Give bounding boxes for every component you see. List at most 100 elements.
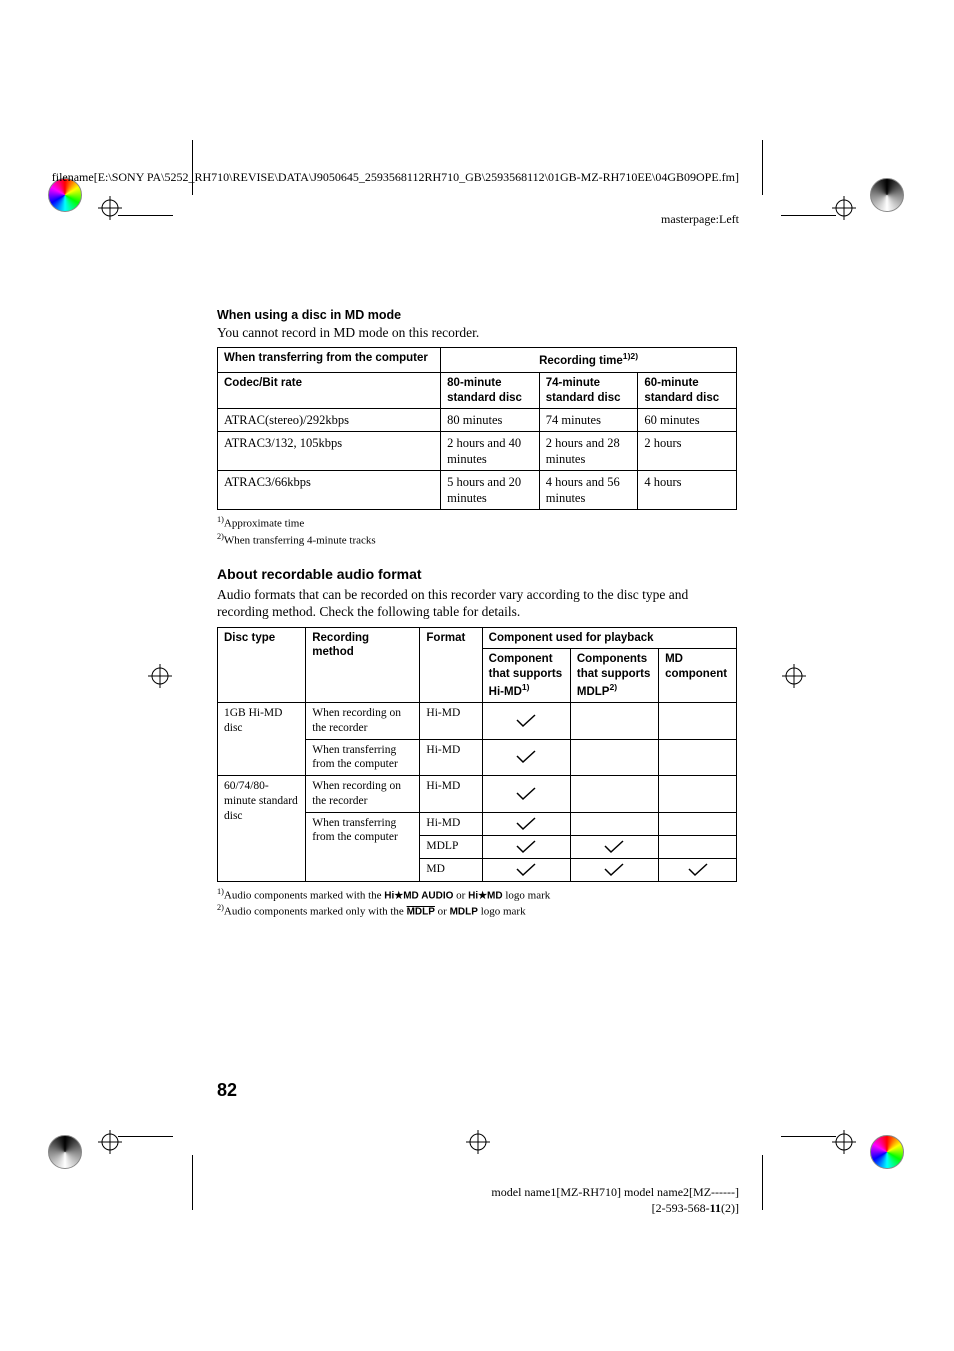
cell: Hi-MD [420,812,482,835]
check-cell [659,858,737,881]
cell [659,739,737,775]
check-cell [482,703,570,739]
fn-text: or [453,889,468,901]
footer-model-text: model name1[MZ-RH710] model name2[MZ----… [491,1185,739,1199]
file-path-info: filename[E:\SONY PA\5252_RH710\REVISE\DA… [52,170,739,186]
audio-format-table: Disc type Recording method Format Compon… [217,627,737,882]
recording-time-table: When transferring from the computer Reco… [217,347,737,510]
check-cell [570,858,658,881]
reg-mark-icon [98,196,122,220]
mdlp-logo-icon: MDLP [407,907,435,918]
himd-audio-logo-icon: Hi★MD AUDIO [384,890,453,901]
masterpage-label: masterpage:Left [661,212,739,227]
cell: When recording on the recorder [306,776,420,812]
color-swatch-bottom-right [870,1135,904,1169]
t2-h-method: Recording method [306,627,420,703]
t1-subhdr-74: 74-minute standard disc [539,372,638,408]
t2-h-format: Format [420,627,482,703]
cell: Hi-MD [420,739,482,775]
cell: 2 hours and 40 minutes [441,432,540,471]
cell [659,812,737,835]
check-cell [482,812,570,835]
fn-text: logo mark [478,906,526,918]
cell [659,835,737,858]
cell [570,703,658,739]
cell: MDLP [420,835,482,858]
cell: 2 hours [638,432,737,471]
cell: When recording on the recorder [306,703,420,739]
himd-logo-icon: Hi★MD [468,890,503,901]
t1-header-time-text: Recording time [539,355,623,367]
t2-sh-mdlp-sup: 2) [609,682,617,692]
t2-sh-himd: Component that supports Hi-MD1) [482,649,570,703]
cell: 74 minutes [539,409,638,432]
reg-mark-icon [148,664,172,688]
cell [570,812,658,835]
t1-header-transfer: When transferring from the computer [218,348,441,373]
t1-subhdr-codec: Codec/Bit rate [218,372,441,408]
cell: 1GB Hi-MD disc [218,703,306,776]
fn-text: logo mark [503,889,551,901]
footer-model-info: model name1[MZ-RH710] model name2[MZ----… [491,1184,739,1216]
table-row: ATRAC3/66kbps 5 hours and 20 minutes 4 h… [218,471,737,510]
check-cell [482,835,570,858]
bw-swatch-bottom-left [48,1135,82,1169]
fn-sup: 2) [217,903,224,912]
fn-sup: 1) [217,887,224,896]
fn-sup: 1) [217,515,224,524]
cell: MD [420,858,482,881]
fn-text: Audio components marked with the [224,889,384,901]
cell: 4 hours and 56 minutes [539,471,638,510]
check-cell [570,835,658,858]
t1-header-time: Recording time1)2) [441,348,737,373]
reg-mark-icon [832,1130,856,1154]
cell: 60 minutes [638,409,737,432]
t1-subhdr-80: 80-minute standard disc [441,372,540,408]
t2-sh-md: MD component [659,649,737,703]
page-content: When using a disc in MD mode You cannot … [217,307,737,919]
cell: ATRAC(stereo)/292kbps [218,409,441,432]
table-row: 60/74/80- minute standard disc When reco… [218,776,737,812]
t2-sh-himd-sup: 1) [522,682,530,692]
table1-footnotes: 1)Approximate time 2)When transferring 4… [217,515,737,548]
table2-footnotes: 1)Audio components marked with the Hi★MD… [217,887,737,920]
reg-mark-icon [466,1130,490,1154]
cell: Hi-MD [420,703,482,739]
cell: ATRAC3/66kbps [218,471,441,510]
md-mode-heading: When using a disc in MD mode [217,307,737,323]
check-cell [482,776,570,812]
table-row: ATRAC3/132, 105kbps 2 hours and 40 minut… [218,432,737,471]
cell [570,739,658,775]
audio-format-intro: Audio formats that can be recorded on th… [217,586,737,621]
fn-text: When transferring 4-minute tracks [224,534,376,546]
md-mode-subtitle: You cannot record in MD mode on this rec… [217,324,737,341]
cell [570,776,658,812]
reg-mark-icon [832,196,856,220]
fn-text: Approximate time [224,518,304,530]
cell: 60/74/80- minute standard disc [218,776,306,881]
reg-mark-icon [98,1130,122,1154]
table-row: 1GB Hi-MD disc When recording on the rec… [218,703,737,739]
check-cell [482,739,570,775]
table-row: ATRAC(stereo)/292kbps 80 minutes 74 minu… [218,409,737,432]
cell: When transferring from the computer [306,812,420,881]
bw-swatch-top-right [870,178,904,212]
cell: When transferring from the computer [306,739,420,775]
cell: Hi-MD [420,776,482,812]
cell: 2 hours and 28 minutes [539,432,638,471]
mdlp-logo-icon: MDLP [450,907,478,918]
audio-format-heading: About recordable audio format [217,566,737,584]
t1-header-time-sup: 1)2) [623,351,638,361]
cell [659,776,737,812]
t2-sh-mdlp: Components that supports MDLP2) [570,649,658,703]
cell [659,703,737,739]
fn-text: Audio components marked only with the [224,906,407,918]
cell: 4 hours [638,471,737,510]
cell: 5 hours and 20 minutes [441,471,540,510]
fn-text: or [435,906,450,918]
t2-h-component: Component used for playback [482,627,736,649]
fn-sup: 2) [217,532,224,541]
cell: 80 minutes [441,409,540,432]
cell: ATRAC3/132, 105kbps [218,432,441,471]
page-number: 82 [217,1080,237,1101]
